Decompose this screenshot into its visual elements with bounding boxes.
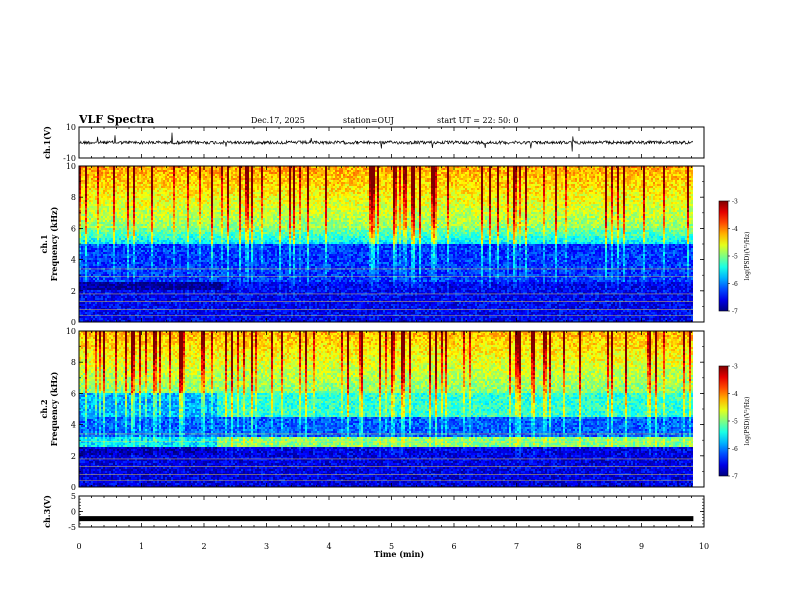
x-tick-label: 4: [326, 542, 331, 551]
ch1-waveform-ytick-label: -10: [63, 154, 76, 163]
ch3-waveform-frame: [78, 495, 705, 528]
ch1-waveform-panel: 10 -10 ch.1(V): [42, 123, 705, 163]
ch1-spectrogram-ytick-label: 6: [71, 224, 76, 233]
ch1-spectrogram-colorbar: [718, 200, 729, 312]
ch3-waveform-ytick-label: -5: [68, 523, 76, 532]
ch1-spectrogram-ytick-label: 10: [66, 162, 76, 171]
ch1-spectrogram-colorbar-tick: -3: [732, 199, 738, 206]
ch2-spectrogram-colorbar-tick: -6: [732, 446, 738, 453]
ch2-spectrogram-ylabel-channel: ch.2: [39, 399, 49, 418]
ch2-spectrogram-colorbar-tick: -4: [732, 391, 738, 398]
x-axis-label: Time (min): [374, 549, 424, 559]
x-tick-label: 0: [76, 542, 81, 551]
ch1-spectrogram-ytick-label: 0: [71, 318, 76, 327]
ch2-spectrogram-ytick-label: 0: [71, 483, 76, 492]
figure-title: VLF Spectra: [78, 113, 154, 126]
ch1-waveform-ylabel: ch.1(V): [42, 126, 52, 159]
ch1-waveform-ytick-label: 10: [66, 123, 76, 132]
ch2-spectrogram-ytick-label: 4: [71, 421, 76, 430]
ch1-spectrogram-ytick-label: 4: [71, 256, 76, 265]
ch1-spectrogram-panel: 0 2 4 6 8 10 ch.1 Frequency (kHz) -3 -4 -5 -6 -7 log(…: [39, 162, 751, 327]
ch2-spectrogram-ytick-label: 10: [66, 327, 76, 336]
ch1-spectrogram-colorbar-tick: -4: [732, 226, 738, 233]
x-tick-label: 10: [699, 542, 709, 551]
ch2-spectrogram-colorbar-tick: -7: [732, 474, 738, 481]
ch2-spectrogram-ytick-label: 8: [71, 358, 76, 367]
ch3-waveform-ytick-label: 5: [71, 492, 76, 501]
ch1-waveform-trace: [78, 132, 694, 152]
ch1-spectrogram-colorbar-tick: -7: [732, 309, 738, 316]
station-label: station=OUJ: [343, 116, 394, 125]
ch1-spectrogram-colorbar-tick: -5: [732, 254, 738, 261]
ch3-waveform-trace: [79, 516, 694, 522]
x-tick-label: 5: [389, 542, 394, 551]
time-axis: 0 1 2 3 4 5 6 7 8 9 10: [76, 542, 709, 551]
start-time-label: start UT = 22: 50: 0: [437, 116, 518, 125]
ch2-spectrogram-colorbar-tick: -5: [732, 419, 738, 426]
x-tick-label: 2: [201, 542, 206, 551]
ch3-waveform-ylabel: ch.3(V): [42, 495, 52, 528]
ch2-spectrogram-image: [79, 331, 693, 487]
x-tick-label: 8: [576, 542, 581, 551]
ch2-spectrogram-colorbar: [718, 365, 729, 477]
ch3-waveform-ytick-label: 0: [71, 508, 76, 517]
x-tick-label: 7: [514, 542, 519, 551]
ch1-spectrogram-image: [79, 166, 693, 322]
ch2-spectrogram-ylabel-frequency: Frequency (kHz): [49, 371, 59, 446]
ch2-spectrogram-panel: 0 2 4 6 8 10 ch.2 Frequency (kHz) -3 -4 -5 -6 -7 log(…: [39, 327, 751, 492]
x-tick-label: 9: [639, 542, 644, 551]
ch2-spectrogram-colorbar-tick: -3: [732, 364, 738, 371]
x-tick-label: 1: [139, 542, 144, 551]
x-tick-label: 3: [264, 542, 269, 551]
ch2-spectrogram-ytick-label: 2: [71, 452, 76, 461]
ch1-spectrogram-colorbar-tick: -6: [732, 281, 738, 288]
ch1-spectrogram-ytick-label: 2: [71, 287, 76, 296]
ch1-spectrogram-colorbar-label: log(PSD)(V²/Hz): [744, 232, 751, 281]
date-label: Dec.17, 2025: [251, 116, 305, 125]
ch2-spectrogram-ytick-label: 6: [71, 389, 76, 398]
ch3-waveform-panel: 5 0 -5 ch.3(V): [42, 492, 705, 532]
ch1-spectrogram-ytick-label: 8: [71, 193, 76, 202]
ch1-spectrogram-ylabel-channel: ch.1: [39, 234, 49, 253]
ch1-spectrogram-ylabel-frequency: Frequency (kHz): [49, 206, 59, 281]
ch2-spectrogram-colorbar-label: log(PSD)(V²/Hz): [744, 397, 751, 446]
x-tick-label: 6: [451, 542, 456, 551]
